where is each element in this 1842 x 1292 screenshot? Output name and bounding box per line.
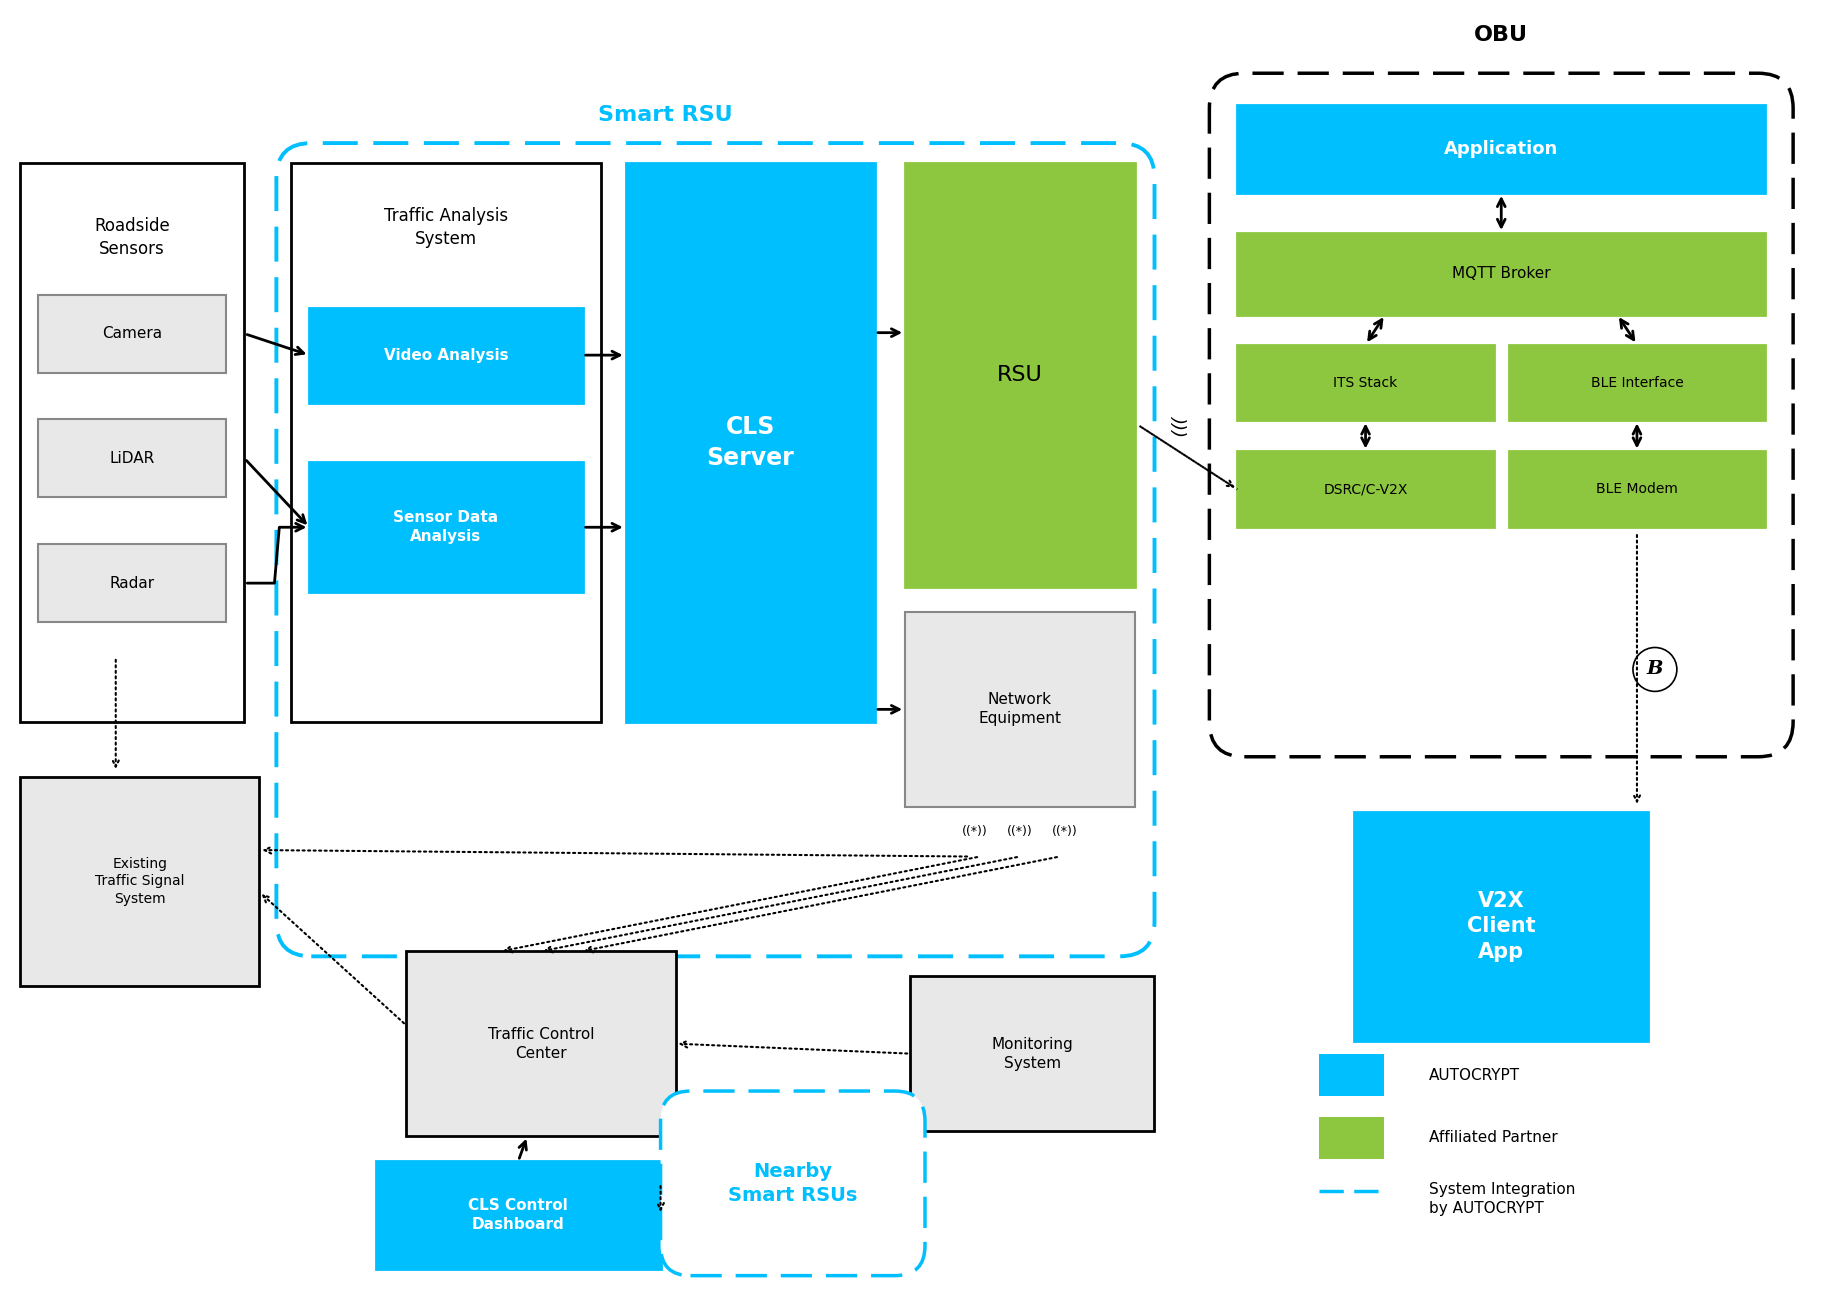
Text: OBU: OBU: [1474, 26, 1529, 45]
Text: Application: Application: [1444, 140, 1558, 158]
Text: ITS Stack: ITS Stack: [1334, 376, 1398, 390]
Text: DSRC/C-V2X: DSRC/C-V2X: [1323, 482, 1407, 496]
Text: Smart RSU: Smart RSU: [599, 105, 733, 125]
FancyBboxPatch shape: [309, 307, 582, 403]
FancyBboxPatch shape: [39, 420, 227, 497]
Text: ((*)): ((*)): [962, 824, 987, 837]
Text: RSU: RSU: [997, 366, 1043, 385]
Text: Radar: Radar: [111, 576, 155, 590]
FancyBboxPatch shape: [376, 1162, 661, 1269]
FancyBboxPatch shape: [39, 295, 227, 372]
Text: Network
Equipment: Network Equipment: [978, 693, 1061, 726]
Text: Traffic Control
Center: Traffic Control Center: [488, 1027, 595, 1061]
FancyBboxPatch shape: [910, 977, 1155, 1130]
Text: Affiliated Partner: Affiliated Partner: [1429, 1130, 1558, 1146]
Text: V2X
Client
App: V2X Client App: [1466, 890, 1536, 963]
FancyBboxPatch shape: [904, 612, 1135, 806]
Text: BLE Interface: BLE Interface: [1591, 376, 1684, 390]
Text: Monitoring
System: Monitoring System: [991, 1036, 1074, 1071]
FancyBboxPatch shape: [291, 163, 600, 722]
Text: ((*)): ((*)): [1008, 824, 1033, 837]
FancyBboxPatch shape: [1509, 451, 1765, 527]
Text: Roadside
Sensors: Roadside Sensors: [94, 217, 169, 258]
FancyBboxPatch shape: [1238, 451, 1494, 527]
Text: AUTOCRYPT: AUTOCRYPT: [1429, 1067, 1520, 1083]
FancyBboxPatch shape: [1210, 74, 1792, 757]
Text: CLS
Server: CLS Server: [707, 415, 794, 470]
FancyBboxPatch shape: [20, 163, 245, 722]
Text: B: B: [1647, 660, 1663, 678]
Text: BLE Modem: BLE Modem: [1595, 482, 1678, 496]
FancyBboxPatch shape: [20, 776, 260, 986]
Text: LiDAR: LiDAR: [109, 451, 155, 466]
FancyBboxPatch shape: [1238, 233, 1765, 315]
FancyBboxPatch shape: [1509, 345, 1765, 420]
Text: Video Analysis: Video Analysis: [383, 348, 508, 363]
FancyBboxPatch shape: [39, 544, 227, 621]
Text: Camera: Camera: [101, 326, 162, 341]
Text: System Integration
by AUTOCRYPT: System Integration by AUTOCRYPT: [1429, 1182, 1575, 1216]
Text: Sensor Data
Analysis: Sensor Data Analysis: [394, 510, 499, 544]
FancyBboxPatch shape: [626, 163, 875, 722]
FancyBboxPatch shape: [1319, 1118, 1383, 1159]
FancyBboxPatch shape: [405, 951, 676, 1136]
FancyBboxPatch shape: [661, 1090, 925, 1275]
FancyBboxPatch shape: [1238, 105, 1765, 193]
FancyBboxPatch shape: [904, 163, 1135, 587]
Text: Traffic Analysis
System: Traffic Analysis System: [383, 208, 508, 248]
FancyBboxPatch shape: [1319, 1054, 1383, 1096]
FancyBboxPatch shape: [309, 463, 582, 592]
Text: ((*)): ((*)): [1052, 824, 1078, 837]
Text: Nearby
Smart RSUs: Nearby Smart RSUs: [728, 1162, 858, 1205]
FancyBboxPatch shape: [1238, 345, 1494, 420]
Text: Existing
Traffic Signal
System: Existing Traffic Signal System: [96, 857, 184, 907]
Text: ))): ))): [1170, 416, 1188, 437]
FancyBboxPatch shape: [1354, 811, 1649, 1041]
Text: CLS Control
Dashboard: CLS Control Dashboard: [468, 1198, 567, 1231]
Text: MQTT Broker: MQTT Broker: [1451, 266, 1551, 282]
